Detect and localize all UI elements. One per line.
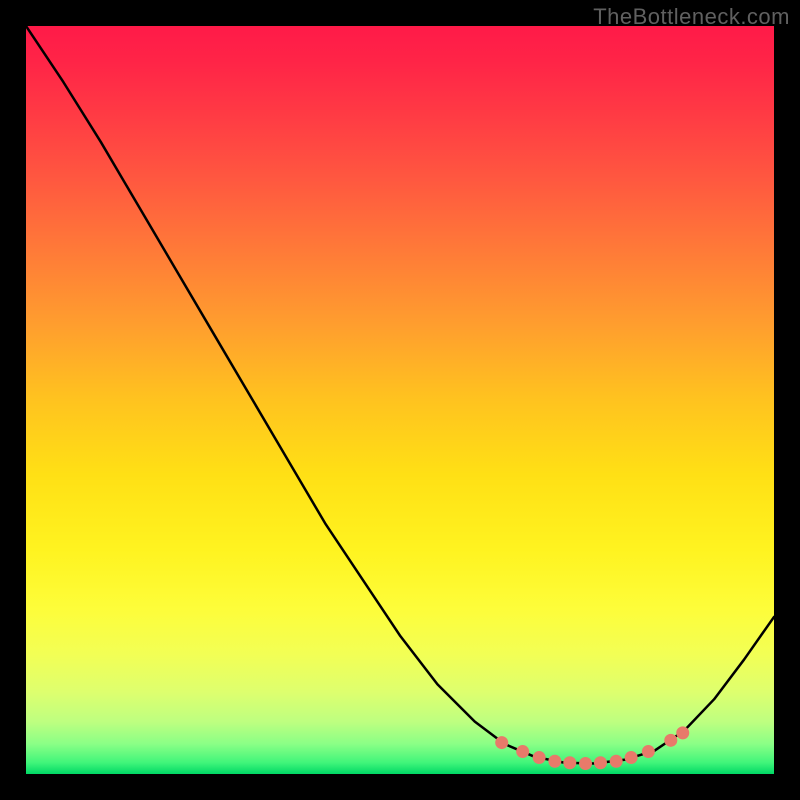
plot-area [26,26,774,774]
chart-outer-frame: TheBottleneck.com [0,0,800,800]
watermark-text: TheBottleneck.com [593,4,790,30]
gradient-background [26,26,774,774]
